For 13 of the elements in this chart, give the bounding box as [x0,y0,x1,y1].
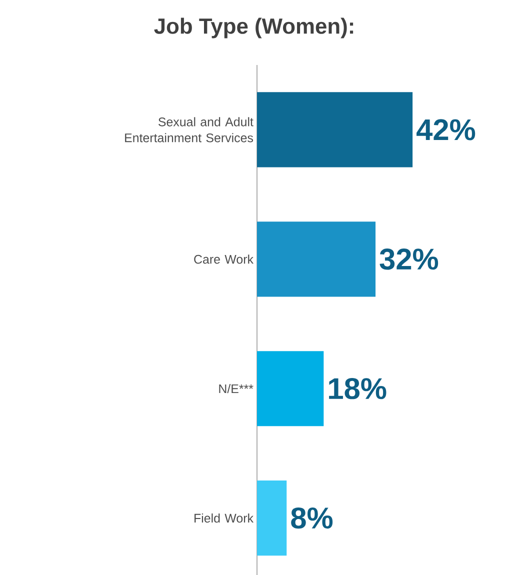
bar [257,480,287,556]
y-tick-label: Sexual and Adult Entertainment Services [125,117,254,142]
y-tick-label: Field Work [194,513,254,523]
bar [257,222,376,297]
y-tick-label: Care Work [194,254,254,264]
bar [257,351,324,426]
chart-title: Job Type (Women): [154,18,354,38]
data-label: 32% [380,248,438,270]
data-label: 8% [291,507,333,529]
y-tick-label: N/E*** [219,384,254,394]
data-label: 42% [416,119,476,140]
bar [257,92,413,168]
data-label: 18% [329,378,386,400]
